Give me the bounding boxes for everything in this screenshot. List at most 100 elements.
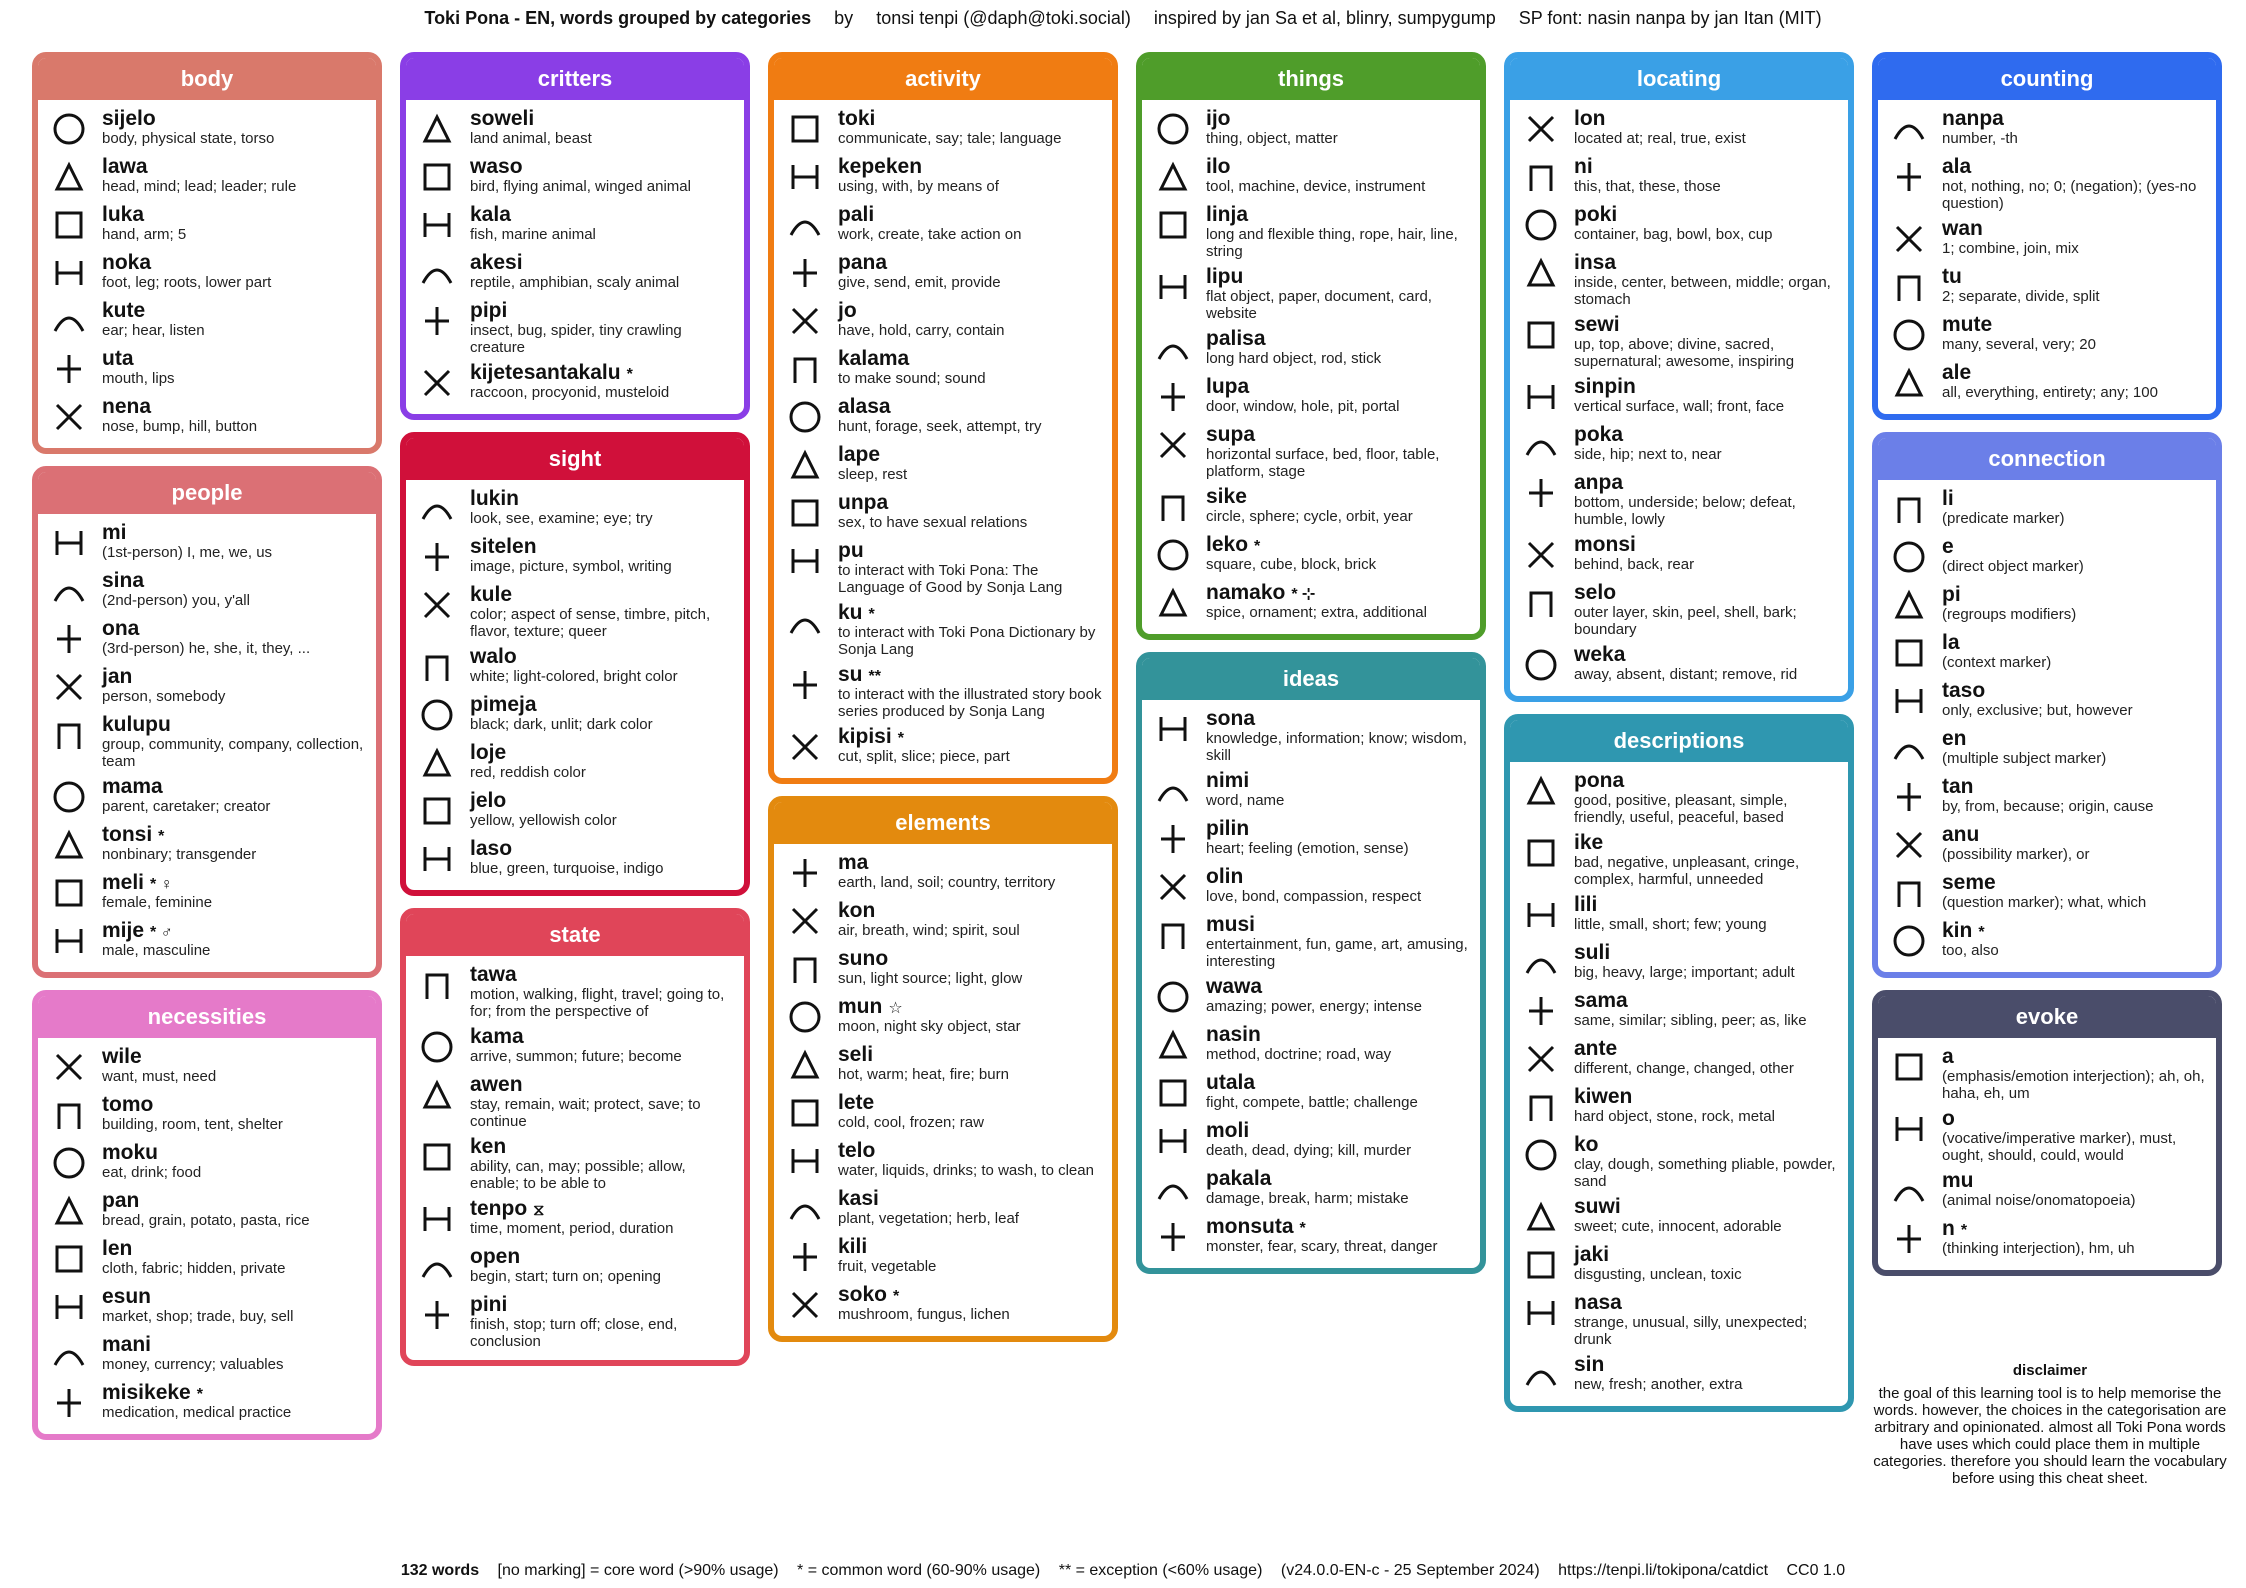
word-definition: to interact with Toki Pona: The Language… [838, 562, 1063, 596]
category-title: things [1142, 58, 1480, 100]
word-name: musi [1206, 913, 1256, 936]
word-definition: vertical surface, wall; front, face [1574, 398, 1785, 415]
word-name: wile [102, 1045, 142, 1068]
sitelen-pona-glyph-icon [46, 396, 92, 438]
sitelen-pona-glyph-icon [1886, 1218, 1932, 1260]
word-entry: mu (animal noise/onomatopoeia) [1886, 1170, 2208, 1212]
word-name: en [1942, 727, 1967, 750]
word-list: lukin look, see, examine; eye; try sitelen… [406, 480, 744, 890]
word-definition: moon, night sky object, star [838, 1018, 1021, 1035]
sitelen-pona-glyph-icon [414, 742, 460, 784]
word-definition: different, change, changed, other [1574, 1060, 1794, 1077]
word-name: unpa [838, 491, 889, 514]
sitelen-pona-glyph-icon [46, 1142, 92, 1184]
word-definition: nose, bump, hill, button [102, 418, 258, 435]
word-definition: cut, split, slice; piece, part [838, 748, 1010, 765]
word-definition: outer layer, skin, peel, shell, bark; bo… [1574, 604, 1797, 638]
word-entry: mute many, several, very; 20 [1886, 314, 2208, 356]
word-entry: ike bad, negative, unpleasant, cringe, co… [1518, 832, 1840, 888]
sitelen-pona-glyph-icon [1150, 1120, 1196, 1162]
word-name: alasa [838, 395, 891, 418]
word-entry: o (vocative/imperative marker), must, oug… [1886, 1108, 2208, 1164]
category-critters: critters soweli land animal, beast waso bird… [400, 52, 750, 420]
version-info: (v24.0.0-EN-c - 25 September 2024) [1280, 1562, 1540, 1579]
category-things: things ijo thing, object, matter ilo tool, m… [1136, 52, 1486, 640]
word-entry: tomo building, room, tent, shelter [46, 1094, 368, 1136]
word-name: telo [838, 1139, 876, 1162]
sitelen-pona-glyph-icon [414, 694, 460, 736]
word-definition: person, somebody [102, 688, 226, 705]
word-entry: kala fish, marine animal [414, 204, 736, 246]
word-definition: parent, caretaker; creator [102, 798, 271, 815]
word-entry: kepeken using, with, by means of [782, 156, 1104, 198]
word-name: kule [470, 583, 513, 606]
word-definition: (question marker); what, which [1942, 894, 2147, 911]
source-url[interactable]: https://tenpi.li/tokipona/catdict [1558, 1562, 1769, 1579]
by-label: by [834, 8, 854, 28]
usage-marker: * [626, 366, 633, 383]
inspired-credit: inspired by jan Sa et al, blinry, sumpyg… [1153, 8, 1496, 28]
word-entry: lon located at; real, true, exist [1518, 108, 1840, 150]
word-entry: leko * square, cube, block, brick [1150, 534, 1472, 576]
sitelen-pona-glyph-icon [414, 1074, 460, 1116]
word-name: mu [1942, 1169, 1974, 1192]
sitelen-pona-glyph-icon [46, 872, 92, 914]
page-header: Toki Pona - EN, words grouped by categor… [0, 8, 2246, 29]
category-title: people [38, 472, 376, 514]
word-name: tenpo [470, 1197, 528, 1220]
word-name: kulupu [102, 713, 171, 736]
word-name: ni [1574, 155, 1593, 178]
word-definition: horizontal surface, bed, floor, table, p… [1206, 446, 1440, 480]
word-definition: nonbinary; transgender [102, 846, 257, 863]
sitelen-pona-glyph-icon [1886, 108, 1932, 150]
word-definition: death, dead, dying; kill, murder [1206, 1142, 1412, 1159]
sitelen-pona-glyph-icon [782, 900, 828, 942]
word-entry: ala not, nothing, no; 0; (negation); (yes… [1886, 156, 2208, 212]
sitelen-pona-glyph-icon [1150, 770, 1196, 812]
word-name: loje [470, 741, 507, 764]
sitelen-pona-glyph-icon [782, 444, 828, 486]
word-entry: esun market, shop; trade, buy, sell [46, 1286, 368, 1328]
word-name: kepeken [838, 155, 923, 178]
word-name: jo [838, 299, 857, 322]
sitelen-pona-glyph-icon [46, 570, 92, 612]
sitelen-pona-glyph-icon [782, 300, 828, 342]
column-2: critters soweli land animal, beast waso bird… [400, 52, 750, 1378]
word-entry: laso blue, green, turquoise, indigo [414, 838, 736, 880]
word-name: supa [1206, 423, 1256, 446]
word-name: misikeke [102, 1381, 191, 1404]
word-entry: nena nose, bump, hill, button [46, 396, 368, 438]
word-name: kon [838, 899, 876, 922]
word-name: pi [1942, 583, 1961, 606]
word-entry: ken ability, can, may; possible; allow, e… [414, 1136, 736, 1192]
word-definition: big, heavy, large; important; adult [1574, 964, 1795, 981]
word-name: nasin [1206, 1023, 1261, 1046]
word-name: sinpin [1574, 375, 1636, 398]
word-entry: pali work, create, take action on [782, 204, 1104, 246]
word-entry: nasa strange, unusual, silly, unexpected;… [1518, 1292, 1840, 1348]
word-definition: (direct object marker) [1942, 558, 2084, 575]
word-name: lape [838, 443, 881, 466]
word-definition: (thinking interjection), hm, uh [1942, 1240, 2135, 1257]
word-definition: using, with, by means of [838, 178, 999, 195]
category-ideas: ideas sona knowledge, information; know; w… [1136, 652, 1486, 1274]
sitelen-pona-glyph-icon [782, 1236, 828, 1278]
word-name: sina [102, 569, 145, 592]
word-definition: foot, leg; roots, lower part [102, 274, 272, 291]
sitelen-pona-glyph-icon [46, 1094, 92, 1136]
word-name: pu [838, 539, 864, 562]
sitelen-pona-glyph-icon [782, 1140, 828, 1182]
word-count: 132 words [400, 1562, 480, 1579]
category-locating: locating lon located at; real, true, exist… [1504, 52, 1854, 702]
word-name: kala [470, 203, 511, 226]
word-entry: tenpo ⧖ time, moment, period, duration [414, 1198, 736, 1240]
word-name: ijo [1206, 107, 1231, 130]
word-name: mun [838, 995, 883, 1018]
sitelen-pona-glyph-icon [46, 348, 92, 390]
word-entry: kalama to make sound; sound [782, 348, 1104, 390]
word-name: su [838, 663, 863, 686]
word-name: lupa [1206, 375, 1250, 398]
column-5: locating lon located at; real, true, exist… [1504, 52, 1854, 1424]
word-definition: container, bag, bowl, box, cup [1574, 226, 1773, 243]
category-title: evoke [1878, 996, 2216, 1038]
